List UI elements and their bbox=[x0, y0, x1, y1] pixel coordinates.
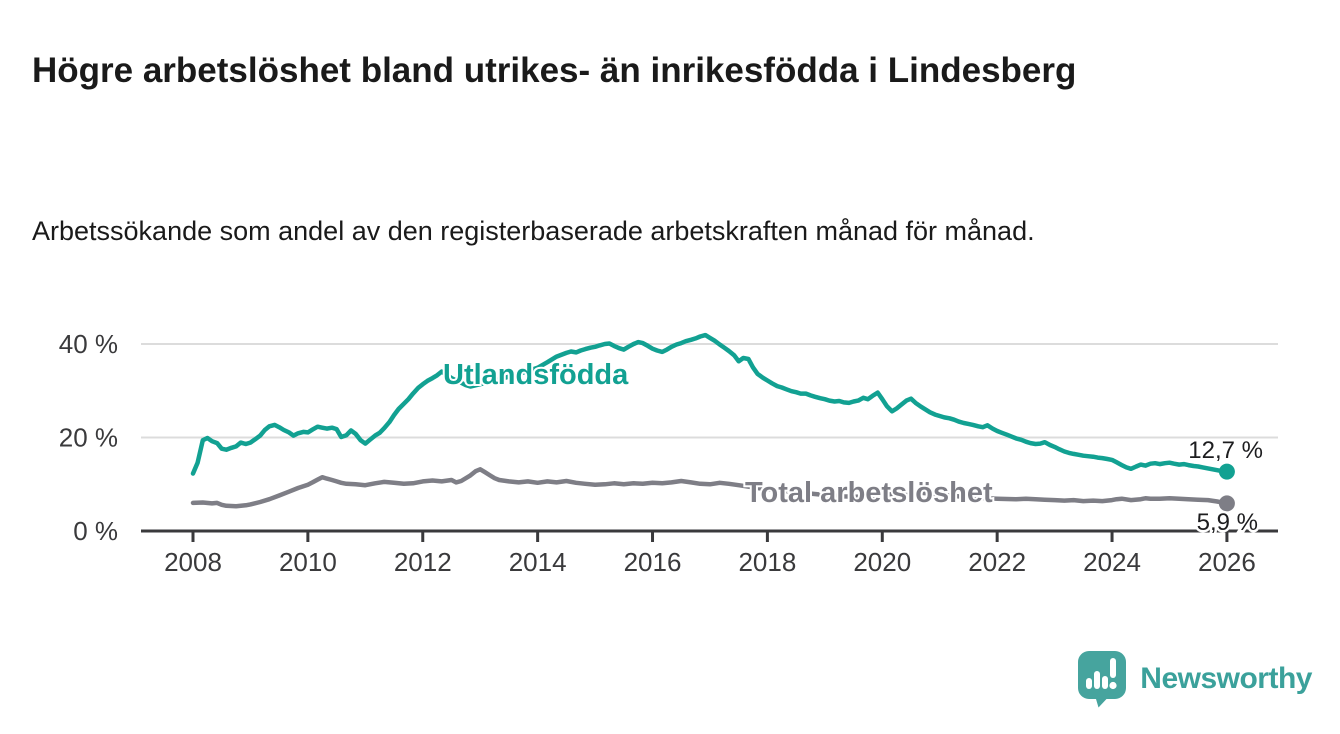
line-total bbox=[190, 467, 1230, 509]
newsworthy-logo: Newsworthy bbox=[1077, 650, 1312, 708]
speech-bubble-bar-chart-icon bbox=[1078, 651, 1127, 708]
x-tick-label: 2024 bbox=[1083, 547, 1141, 577]
x-tick-label: 2018 bbox=[738, 547, 796, 577]
page-title: Högre arbetslöshet bland utrikes- än inr… bbox=[32, 51, 1077, 91]
end-value-label-utlandsfodda: 12,7 % bbox=[1188, 437, 1263, 464]
x-tick-label: 2022 bbox=[968, 547, 1026, 577]
y-tick-label: 20 % bbox=[59, 423, 118, 453]
x-tick-label: 2014 bbox=[509, 547, 567, 577]
series-label-utlandsfodda: Utlandsfödda bbox=[443, 359, 629, 391]
x-tick-label: 2016 bbox=[624, 547, 682, 577]
x-tick-label: 2026 bbox=[1198, 547, 1256, 577]
y-tick-label: 40 % bbox=[59, 329, 118, 359]
series-label-total: Total arbetslöshet bbox=[745, 477, 993, 509]
brand-name: Newsworthy bbox=[1140, 662, 1312, 695]
x-tick-label: 2020 bbox=[853, 547, 911, 577]
x-tick-label: 2008 bbox=[164, 547, 222, 577]
x-tick-label: 2010 bbox=[279, 547, 337, 577]
y-tick-label: 0 % bbox=[73, 516, 118, 546]
end-value-label-total: 5,9 % bbox=[1197, 509, 1258, 536]
end-dot-utlandsfodda bbox=[1218, 463, 1235, 480]
line-utlandsfodda bbox=[190, 332, 1230, 476]
end-dot-total bbox=[1218, 495, 1235, 512]
page-subtitle: Arbetssökande som andel av den registerb… bbox=[32, 216, 1035, 246]
x-tick-label: 2012 bbox=[394, 547, 452, 577]
